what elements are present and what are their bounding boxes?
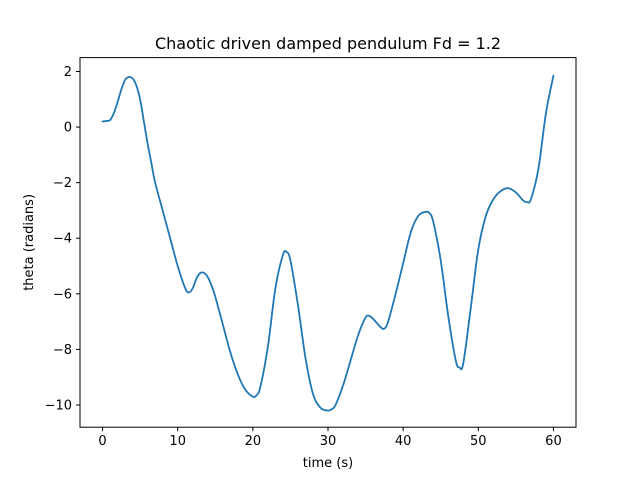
series-line xyxy=(101,74,555,412)
y-tick-label: −10 xyxy=(45,398,72,413)
y-tick-label: −2 xyxy=(53,176,72,191)
chart-title: Chaotic driven damped pendulum Fd = 1.2 xyxy=(155,34,501,53)
y-tick-label: −6 xyxy=(53,287,72,302)
y-tick-label: 0 xyxy=(64,121,72,136)
x-tick-label: 0 xyxy=(98,434,106,449)
y-axis: 2 0 −2 −4 −6 −8 −10 xyxy=(45,65,80,413)
x-axis-label: time (s) xyxy=(303,456,353,471)
y-tick-label: −8 xyxy=(53,343,72,358)
x-tick-label: 30 xyxy=(320,434,337,449)
x-tick-label: 60 xyxy=(545,434,562,449)
x-tick-label: 20 xyxy=(245,434,262,449)
y-tick-label: −4 xyxy=(53,232,72,247)
x-tick-label: 40 xyxy=(395,434,412,449)
y-axis-label: theta (radians) xyxy=(22,194,37,291)
series-group xyxy=(101,74,555,412)
x-tick-label: 50 xyxy=(470,434,487,449)
x-axis: 0 10 20 30 40 50 60 xyxy=(98,427,562,449)
y-tick-label: 2 xyxy=(64,65,72,80)
x-tick-label: 10 xyxy=(169,434,186,449)
